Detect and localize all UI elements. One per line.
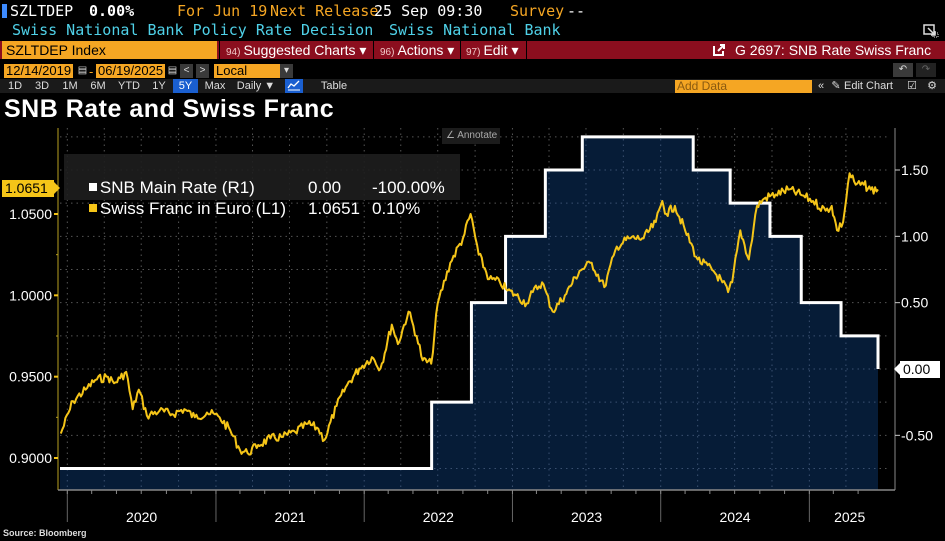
edit-label: Edit ▾ — [483, 42, 519, 58]
end-date-input[interactable]: 06/19/2025 — [96, 63, 166, 78]
legend-name: SNB Main Rate (R1) — [99, 178, 255, 197]
redo-icon[interactable]: ↷ — [916, 63, 936, 77]
rate-area-fill — [60, 136, 878, 491]
chart-settings-icon[interactable]: ☑ — [907, 80, 917, 92]
pencil-icon: ✎ — [831, 80, 841, 92]
x-tick-label: 2020 — [126, 509, 157, 525]
annotate-button[interactable]: ∠ Annotate — [442, 128, 500, 144]
legend-swatch-white — [88, 182, 97, 191]
franc-line — [59, 172, 879, 456]
period-1d[interactable]: 1D — [7, 80, 23, 92]
table-button[interactable]: Table — [320, 80, 348, 92]
x-tick-label: 2024 — [719, 509, 750, 525]
for-date: For Jun 19 — [177, 2, 268, 20]
legend-last: 0.00 — [308, 178, 342, 197]
next-release-label: Next Release — [270, 2, 379, 20]
survey-value: -- — [567, 2, 586, 20]
prev-period-button[interactable]: < — [180, 64, 193, 78]
calendar-icon[interactable]: ▤ — [77, 65, 88, 76]
right-tick-label: 1.50 — [901, 162, 928, 178]
right-tick-label: 1.00 — [901, 228, 928, 244]
date-separator: - — [89, 64, 94, 79]
edit-chart-button[interactable]: Edit Chart — [844, 80, 893, 92]
axes: 0.9000 0.9500 1.0000 1.0500 -0.50 0.50 1.00 1.5… — [9, 128, 933, 525]
left-tick-label: 1.0500 — [9, 206, 52, 222]
period-5y[interactable]: 5Y — [173, 79, 198, 93]
source-name: Swiss National Bank — [389, 21, 561, 39]
grid — [60, 128, 890, 490]
x-tick-label: 2022 — [423, 509, 454, 525]
x-tick-label: 2021 — [275, 509, 306, 525]
source-note: Source: Bloomberg — [3, 528, 87, 538]
x-tick-label: 2025 — [834, 509, 865, 525]
left-tick-label: 0.9000 — [9, 450, 52, 466]
menu-number: 94) — [226, 47, 241, 58]
left-tick-label: 1.0000 — [9, 287, 52, 303]
start-date-input[interactable]: 12/14/2019 — [4, 63, 74, 78]
survey-label: Survey — [510, 2, 565, 20]
popout-icon[interactable] — [923, 24, 939, 38]
next-release-value: 25 Sep 09:30 — [374, 2, 483, 20]
ticker-marker — [2, 4, 7, 18]
legend-change: 0.10% — [372, 199, 421, 218]
last-value-left-badge: 1.0651 — [2, 180, 60, 197]
right-tick-label: 0.50 — [901, 295, 928, 311]
edit-button[interactable]: 97) Edit ▾ — [466, 41, 519, 59]
x-tick-label: 2023 — [571, 509, 602, 525]
line-chart-icon[interactable] — [285, 79, 303, 93]
series-lines — [59, 135, 880, 470]
actions-button[interactable]: 96) Actions ▾ — [380, 41, 454, 59]
actions-label: Actions ▾ — [397, 42, 455, 58]
legend-change: -100.00% — [372, 178, 445, 197]
menu-number: 97) — [466, 47, 481, 58]
period-1y[interactable]: 1Y — [152, 80, 166, 92]
currency-dropdown-icon[interactable]: ▾ — [280, 64, 293, 78]
description-row: Swiss National Bank Policy Rate Decision… — [0, 21, 945, 39]
menu-number: 96) — [380, 47, 395, 58]
security-input[interactable]: SZLTDEP Index — [2, 41, 217, 59]
left-tick-label: 0.9500 — [9, 369, 52, 385]
chart-title: SNB Rate and Swiss Franc — [4, 95, 335, 123]
legend-name: Swiss Franc in Euro (L1) — [99, 199, 287, 218]
command-bar: SZLTDEP Index 94) Suggested Charts ▾ 96) A… — [0, 41, 945, 59]
period-1m[interactable]: 1M — [62, 80, 78, 92]
add-data-input[interactable]: Add Data — [675, 80, 812, 93]
legend-item-franc[interactable]: Swiss Franc in Euro (L1) 1.0651 0.10% — [70, 176, 420, 242]
frequency-select[interactable]: Daily ▼ — [236, 80, 276, 92]
legend-swatch-yellow — [88, 203, 97, 212]
period-6m[interactable]: 6M — [90, 80, 106, 92]
annotate-label: Annotate — [457, 130, 498, 141]
gear-icon[interactable]: ⚙ — [927, 80, 937, 92]
snb-rate-line — [60, 135, 880, 470]
undo-icon[interactable]: ↶ — [893, 63, 913, 77]
legend: SNB Main Rate (R1) 0.00 -100.00% Swiss Fra… — [64, 154, 460, 218]
legend-last: 1.0651 — [308, 199, 360, 218]
right-tick-label: -0.50 — [901, 427, 933, 443]
external-link-icon[interactable] — [712, 43, 726, 57]
period-3d[interactable]: 3D — [34, 80, 50, 92]
legend-item-snb-rate[interactable]: SNB Main Rate (R1) 0.00 -100.00% — [70, 155, 445, 221]
description: Swiss National Bank Policy Rate Decision — [12, 21, 374, 39]
next-period-button[interactable]: > — [196, 64, 209, 78]
suggested-charts-button[interactable]: 94) Suggested Charts ▾ — [226, 41, 366, 59]
last-value-right-badge: 0.00 — [894, 361, 940, 378]
calendar-icon[interactable]: ▤ — [167, 65, 178, 76]
current-value: 0.00% — [89, 2, 135, 20]
suggested-charts-label: Suggested Charts ▾ — [243, 42, 367, 58]
period-max[interactable]: Max — [204, 80, 226, 92]
date-range-row: 12/14/2019 ▤ - 06/19/2025 ▤ < > Local CC… — [0, 62, 945, 92]
ticker: SZLTDEP — [10, 2, 74, 20]
collapse-icon[interactable]: « — [817, 80, 825, 92]
header-row: SZLTDEP 0.00% For Jun 19 Next Release 25… — [0, 2, 945, 20]
chart-id: G 2697: SNB Rate Swiss Franc — [735, 42, 932, 58]
annotate-icon: ∠ — [446, 130, 458, 141]
period-ytd[interactable]: YTD — [118, 80, 140, 92]
